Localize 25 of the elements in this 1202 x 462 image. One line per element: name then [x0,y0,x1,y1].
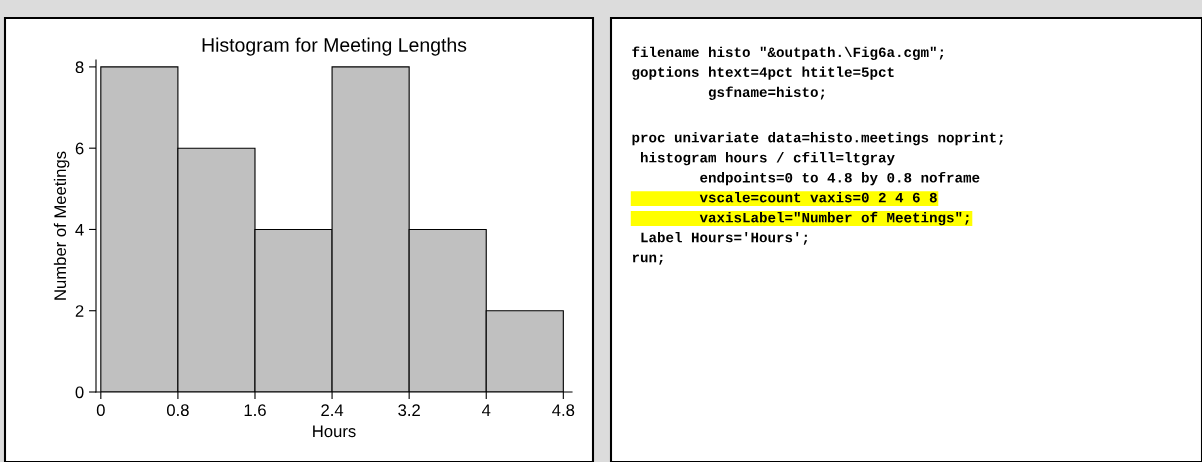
text: Label Hours='Hours'; [641,231,808,245]
x-tick-label: 4 [481,404,491,416]
text: goptions htext=4pct htitle=5pct [632,66,894,80]
y-axis-title: Number of Meetings [53,151,70,300]
x-tick-label: 2.4 [321,404,344,416]
text: histogram hours / cfill=ltgray [640,151,895,166]
y-tick-label: 0 [75,386,84,399]
x-tick-label: 0 [96,404,105,417]
text: vaxisLabel="Number of Meetings"; [699,211,969,226]
x-tick-label: 4.8 [552,404,575,417]
chart-title: Histogram for Meeting Lengths [202,37,467,56]
y-tick-label: 4 [75,224,84,236]
x-tick-label: 1.6 [244,404,266,417]
text: gsfname=histo; [708,86,825,100]
text: run; [632,254,663,265]
x-axis-title: Hours [313,425,356,438]
text: filename histo "&outpath.\Fig6a.cgm"; [632,46,944,60]
x-tick-label: 3.2 [398,404,420,417]
y-tick-label: 8 [75,61,84,74]
text: proc univariate data=histo.meetings noprint; [632,132,1003,146]
y-tick-label: 6 [75,142,84,155]
text: endpoints=0 to 4.8 by 0.8 noframe [700,171,980,186]
text: vscale=count vaxis=0 2 4 6 8 [699,191,937,203]
y-tick-label: 2 [75,305,84,317]
x-tick-label: 0.8 [166,404,189,417]
